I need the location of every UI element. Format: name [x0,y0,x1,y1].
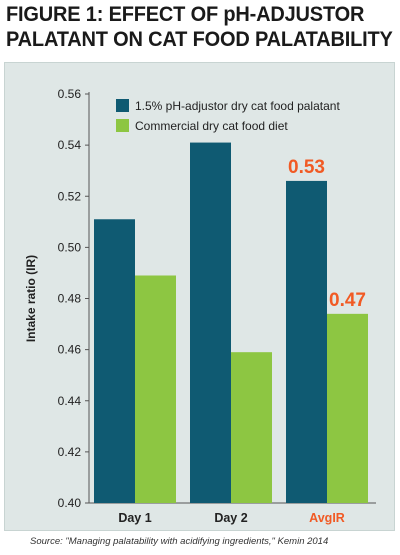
y-tick-label: 0.40 [58,496,82,510]
bar-palatant-avgir [286,180,327,503]
figure-title-line-1: FIGURE 1: EFFECT OF pH-ADJUSTOR [6,2,365,26]
data-label-0-47: 0.47 [329,290,366,311]
x-tick-label: Day 1 [118,511,151,525]
x-tick-label: AvgIR [309,511,345,525]
y-axis-label: Intake ratio (IR) [24,255,38,342]
source-note: Source: "Managing palatability with acid… [30,536,329,547]
bar-commercial-day-2 [231,352,272,503]
y-tick-label: 0.50 [58,240,82,254]
data-label-0-53: 0.53 [288,157,325,178]
y-tick-label: 0.48 [58,292,82,306]
legend-label-1: 1.5% pH-adjustor dry cat food palatant [135,99,340,113]
y-tick-label: 0.46 [58,343,82,357]
y-tick-label: 0.44 [58,394,82,408]
bar-palatant-day-1 [94,219,135,503]
legend-swatch-2 [116,119,129,132]
bar-commercial-day-1 [135,275,176,503]
y-tick-label: 0.56 [58,87,82,101]
figure-title: FIGURE 1: EFFECT OF pH-ADJUSTOR PALATANT… [6,2,393,52]
bar-commercial-avgir [327,313,368,503]
y-tick-label: 0.52 [58,189,82,203]
y-tick-label: 0.54 [58,138,82,152]
legend-label-2: Commercial dry cat food diet [135,119,288,133]
figure-title-line-2: PALATANT ON CAT FOOD PALATABILITY [6,27,393,51]
x-tick-label: Day 2 [214,511,247,525]
y-tick-label: 0.42 [58,445,82,459]
bar-palatant-day-2 [190,142,231,503]
legend-swatch-1 [116,99,129,112]
